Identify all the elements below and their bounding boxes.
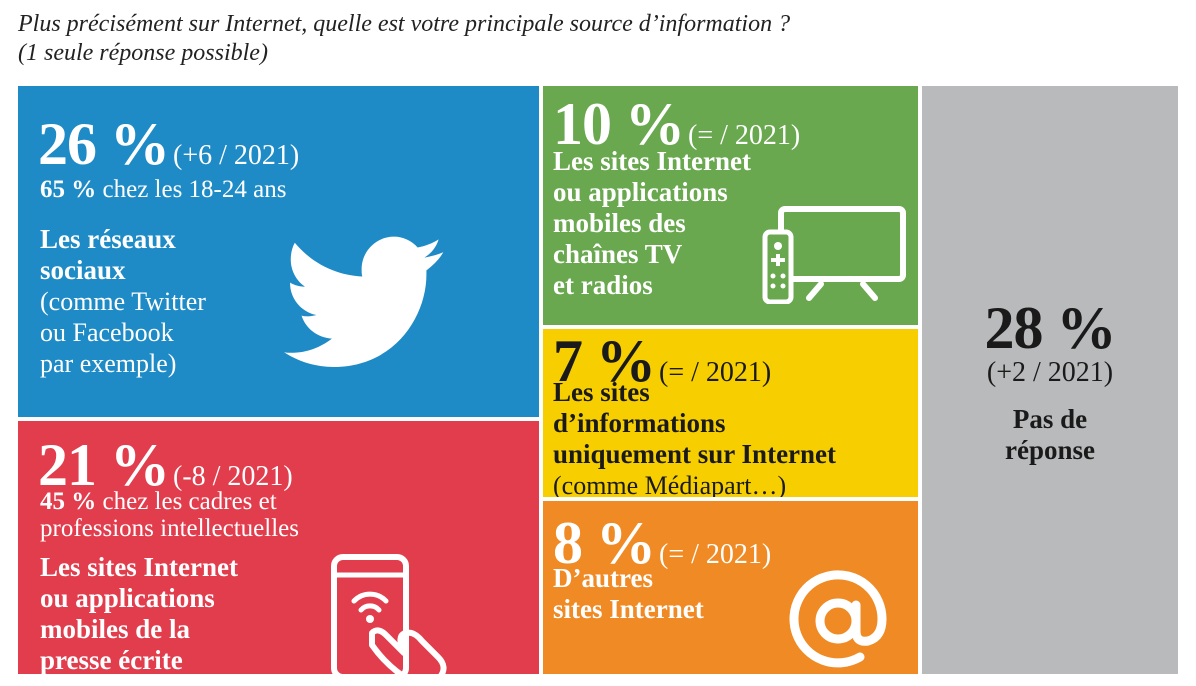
infosites-label-2: d’informations	[553, 408, 726, 438]
tvradio-value: 10 %	[553, 91, 685, 157]
infosites-note-1: (comme Médiapart…)	[553, 471, 787, 497]
social-note-1: (comme Twitter	[40, 287, 206, 316]
infosites-label-3: uniquement sur Internet	[553, 439, 837, 469]
tv-remote-icon	[762, 206, 906, 304]
press-value: 21 %	[38, 432, 170, 498]
tvradio-label-4: chaînes TV	[553, 239, 683, 269]
press-label-3: mobiles de la	[40, 614, 191, 644]
tile-other-sites: 8 % (= / 2021) D’autres sites Internet	[543, 501, 918, 674]
social-label-2: sociaux	[40, 255, 126, 285]
press-label-1: Les sites Internet	[40, 552, 238, 582]
title-line-1: Plus précisément sur Internet, quelle es…	[18, 11, 791, 37]
others-label-2: sites Internet	[553, 594, 704, 624]
infosites-label-1: Les sites	[553, 377, 650, 407]
social-sub-value: 65 %	[40, 176, 97, 203]
tile-social-networks: 26 % (+6 / 2021) 65 % chez les 18-24 ans…	[18, 86, 539, 417]
press-sub-text-2: professions intellectuelles	[40, 515, 299, 542]
social-change: (+6 / 2021)	[173, 140, 300, 171]
at-sign-icon	[789, 570, 887, 668]
social-value: 26 %	[38, 111, 170, 177]
press-label-4: presse écrite	[40, 645, 183, 674]
title-line-2: (1 seule réponse possible)	[18, 40, 268, 66]
tile-tv-radio: 10 % (= / 2021) Les sites Internet ou ap…	[543, 86, 918, 325]
social-note-2: ou Facebook	[40, 318, 174, 347]
smartphone-tap-icon	[331, 554, 447, 674]
press-change: (-8 / 2021)	[173, 461, 293, 492]
others-value: 8 %	[553, 510, 656, 576]
press-label-2: ou applications	[40, 583, 215, 613]
noanswer-label-1: Pas de	[1012, 404, 1088, 434]
others-label-1: D’autres	[553, 563, 653, 593]
social-label-1: Les réseaux	[40, 224, 176, 254]
noanswer-change: (+2 / 2021)	[986, 357, 1114, 388]
tile-info-sites: 7 % (= / 2021) Les sites d’informations …	[543, 329, 918, 497]
tvradio-label-1: Les sites Internet	[553, 146, 751, 176]
twitter-bird-icon	[284, 236, 444, 367]
press-sub-text: chez les cadres et	[102, 488, 277, 515]
social-note-3: par exemple)	[40, 349, 177, 378]
infosites-change: (= / 2021)	[659, 357, 772, 388]
tvradio-label-2: ou applications	[553, 177, 728, 207]
noanswer-value: 28 %	[984, 295, 1117, 361]
tvradio-change: (= / 2021)	[688, 120, 801, 151]
social-sub-text: chez les 18-24 ans	[102, 176, 287, 203]
others-change: (= / 2021)	[659, 539, 772, 570]
tile-no-answer: 28 % (+2 / 2021) Pas de réponse	[922, 86, 1178, 674]
press-sub-value: 45 %	[40, 488, 97, 515]
noanswer-label-2: réponse	[1005, 435, 1095, 465]
infosites-value: 7 %	[553, 329, 656, 394]
chart-title: Plus précisément sur Internet, quelle es…	[18, 10, 1188, 68]
tvradio-label-3: mobiles des	[553, 208, 686, 238]
tvradio-label-5: et radios	[553, 270, 653, 300]
tile-press: 21 % (-8 / 2021) 45 % chez les cadres et…	[18, 421, 539, 674]
